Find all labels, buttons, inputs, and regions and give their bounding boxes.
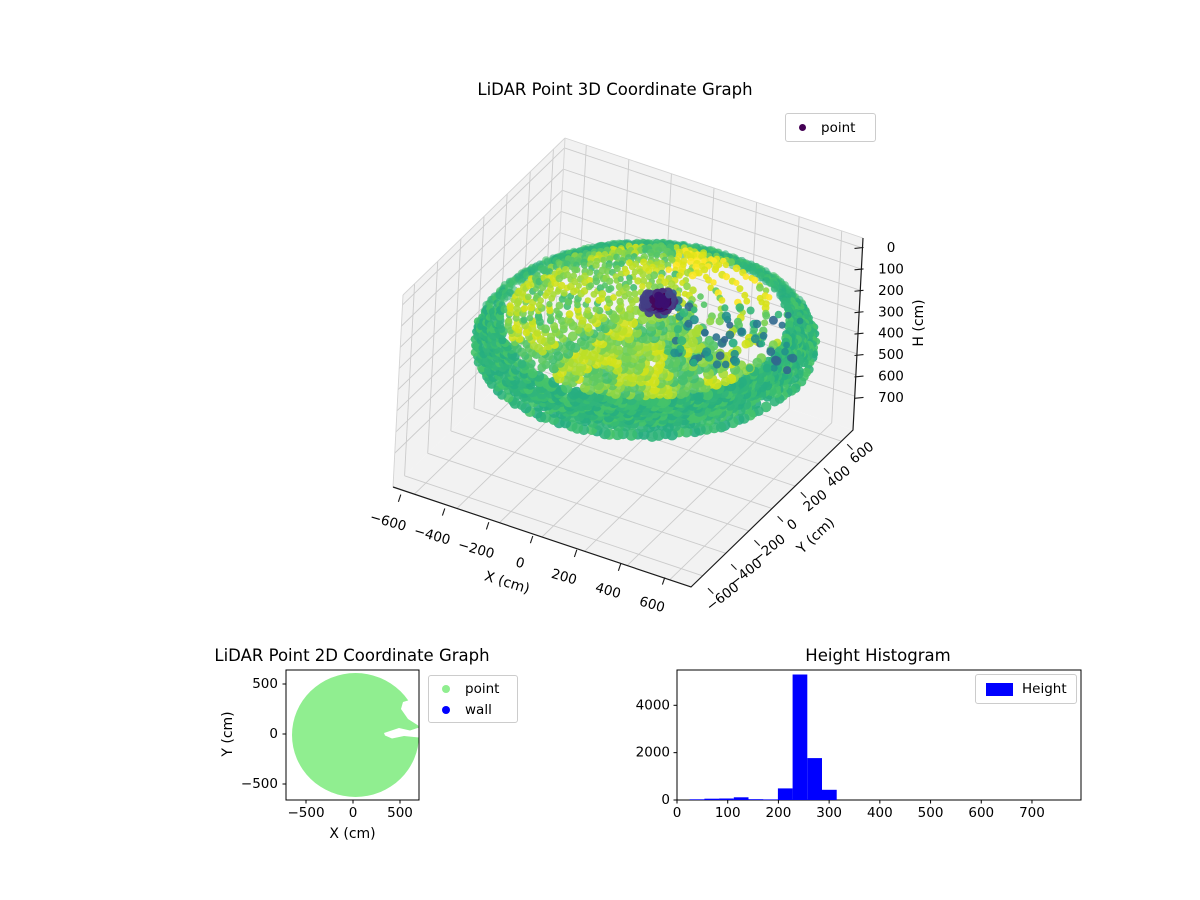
svg-text:−600: −600 — [703, 579, 742, 614]
svg-text:4000: 4000 — [636, 697, 670, 713]
wall-marker-icon — [442, 705, 450, 714]
plot2d-point-region — [292, 671, 419, 797]
svg-text:X (cm): X (cm) — [483, 569, 532, 598]
legend-row-height: Height — [976, 679, 1076, 700]
svg-text:400: 400 — [824, 463, 854, 491]
svg-text:0: 0 — [784, 516, 801, 534]
svg-text:200: 200 — [549, 566, 578, 588]
svg-text:500: 500 — [387, 805, 413, 821]
svg-text:200: 200 — [766, 805, 792, 821]
svg-text:−400: −400 — [412, 523, 452, 549]
plot3d-point-cloud — [470, 238, 821, 442]
svg-text:−500: −500 — [241, 776, 278, 792]
svg-text:200: 200 — [878, 283, 904, 299]
histogram-legend: Height — [975, 674, 1077, 704]
svg-text:X (cm): X (cm) — [329, 826, 375, 842]
svg-text:300: 300 — [878, 304, 904, 320]
svg-text:200: 200 — [801, 487, 831, 515]
svg-text:700: 700 — [878, 390, 904, 406]
legend-row-point: point — [786, 117, 875, 138]
svg-text:H (cm): H (cm) — [911, 299, 927, 346]
histogram-title: Height Histogram — [805, 646, 951, 665]
plot2d-ticks: −500 0 500 500 0 −500 — [241, 676, 413, 821]
plot2d-axis-labels: X (cm) Y (cm) — [220, 711, 376, 842]
svg-text:100: 100 — [878, 261, 904, 277]
plot3d-title: LiDAR Point 3D Coordinate Graph — [477, 80, 753, 99]
plot3d-box-edges — [392, 137, 864, 488]
svg-text:−600: −600 — [368, 509, 408, 535]
plot2d-legend: point wall — [428, 675, 518, 723]
legend-label: wall — [465, 701, 492, 718]
histogram-bars — [689, 674, 837, 800]
svg-text:0: 0 — [887, 240, 896, 256]
svg-text:600: 600 — [637, 594, 666, 616]
legend-row-point: point — [429, 678, 517, 699]
svg-text:500: 500 — [918, 805, 944, 821]
legend-label: point — [821, 119, 856, 136]
svg-text:Y (cm): Y (cm) — [220, 711, 236, 757]
legend-label: Height — [1022, 681, 1067, 697]
svg-text:2000: 2000 — [636, 745, 670, 761]
svg-text:100: 100 — [715, 805, 741, 821]
svg-text:0: 0 — [349, 805, 358, 821]
svg-text:Y (cm): Y (cm) — [793, 515, 838, 558]
svg-text:400: 400 — [867, 805, 893, 821]
plot2d-axes — [285, 669, 420, 801]
plot2d-title: LiDAR Point 2D Coordinate Graph — [214, 646, 490, 665]
svg-text:600: 600 — [878, 369, 904, 385]
svg-text:−500: −500 — [287, 805, 324, 821]
svg-text:500: 500 — [878, 347, 904, 363]
legend-label: point — [465, 680, 500, 697]
svg-text:0: 0 — [514, 555, 527, 573]
svg-text:700: 700 — [1019, 805, 1045, 821]
svg-text:0: 0 — [673, 805, 682, 821]
plot3d-ticks — [397, 246, 864, 594]
svg-text:600: 600 — [847, 439, 877, 467]
svg-text:500: 500 — [252, 676, 278, 692]
svg-text:−200: −200 — [456, 537, 496, 563]
point-marker-icon — [442, 684, 450, 693]
point-marker-icon — [799, 124, 806, 131]
legend-row-wall: wall — [429, 699, 517, 720]
svg-text:400: 400 — [593, 580, 622, 602]
height-swatch-icon — [986, 682, 1013, 696]
svg-text:300: 300 — [816, 805, 842, 821]
plot3d-legend: point — [785, 113, 876, 142]
histogram-ticks: 0 100 200 300 400 500 600 700 0 2000 4000 — [636, 697, 1045, 821]
svg-text:0: 0 — [269, 726, 278, 742]
svg-text:400: 400 — [878, 326, 904, 342]
svg-text:600: 600 — [968, 805, 994, 821]
svg-text:0: 0 — [661, 792, 670, 808]
